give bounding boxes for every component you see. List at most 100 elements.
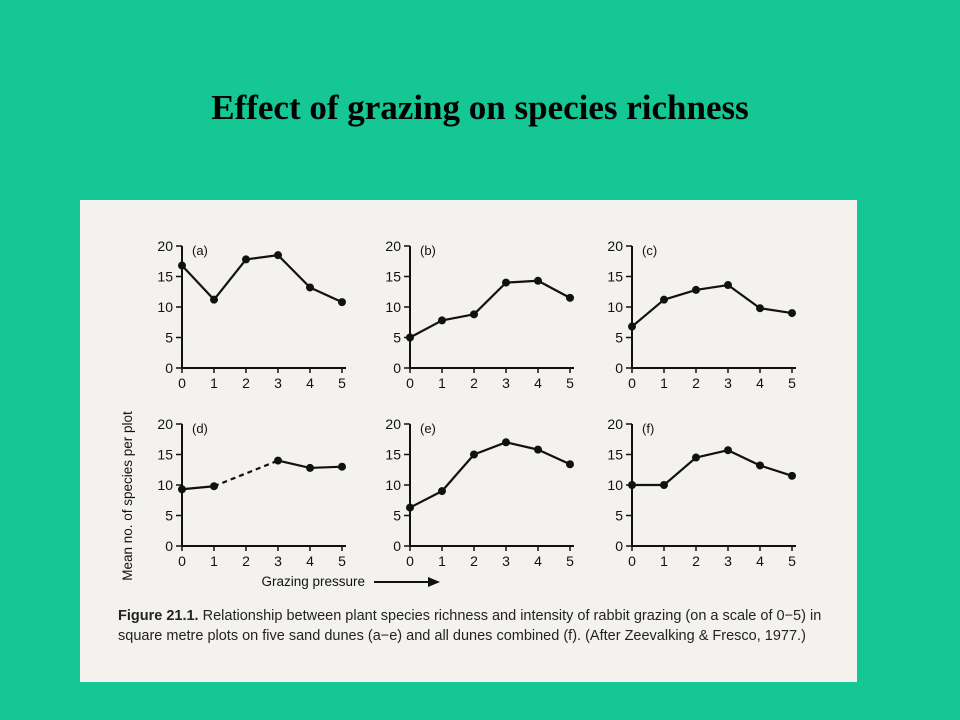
data-point xyxy=(210,482,218,491)
y-tick-label: 5 xyxy=(393,508,401,524)
data-point xyxy=(788,309,796,318)
series-line-segment xyxy=(213,258,247,301)
data-point xyxy=(566,460,574,469)
series-line-segment xyxy=(277,254,311,289)
x-tick-label: 1 xyxy=(438,553,446,569)
data-point xyxy=(628,481,636,489)
data-point xyxy=(534,445,542,454)
x-tick-label: 4 xyxy=(756,375,764,391)
data-point xyxy=(566,293,574,302)
x-tick-label: 0 xyxy=(178,553,186,569)
series-line-segment xyxy=(759,307,793,315)
data-point xyxy=(692,453,700,462)
x-tick-label: 5 xyxy=(788,553,796,569)
data-point xyxy=(660,481,668,489)
panel-label: (a) xyxy=(192,243,208,258)
series-line-segment xyxy=(409,490,443,509)
x-tick-label: 2 xyxy=(470,553,478,569)
data-point xyxy=(502,438,510,447)
data-point xyxy=(756,461,764,470)
y-tick-label: 0 xyxy=(393,538,401,554)
data-point xyxy=(274,251,282,260)
x-tick-label: 2 xyxy=(242,553,250,569)
series-line-segment xyxy=(181,264,215,301)
series-line-segment xyxy=(727,449,761,467)
y-tick-label: 15 xyxy=(385,447,401,463)
x-tick-label: 1 xyxy=(438,375,446,391)
y-tick-label: 20 xyxy=(607,416,623,432)
data-point xyxy=(306,283,314,292)
y-tick-label: 0 xyxy=(615,538,623,554)
y-tick-label: 20 xyxy=(157,416,173,432)
panel-1: 0 5 10 15 20 0 1 2 3 4 5 (a) xyxy=(157,238,346,391)
panel-5: 0 5 10 15 20 0 1 2 3 4 5 (e) xyxy=(385,416,574,569)
panel-label: (b) xyxy=(420,243,436,258)
x-tick-label: 2 xyxy=(692,553,700,569)
data-point xyxy=(306,463,314,472)
y-tick-label: 15 xyxy=(385,269,401,285)
series-line-segment xyxy=(759,464,793,477)
y-tick-label: 10 xyxy=(157,477,173,493)
panel-label: (e) xyxy=(420,421,436,436)
x-tick-label: 5 xyxy=(566,375,574,391)
data-point xyxy=(242,255,250,264)
x-tick-label: 2 xyxy=(242,375,250,391)
series-line-segment xyxy=(309,286,343,304)
y-tick-label: 20 xyxy=(607,238,623,254)
y-tick-label: 5 xyxy=(165,508,173,524)
panel-6: 0 5 10 15 20 0 1 2 3 4 5 (f) xyxy=(607,416,796,569)
series-line-segment xyxy=(663,288,697,301)
y-tick-label: 20 xyxy=(385,238,401,254)
series-line-segment xyxy=(441,453,475,492)
panel-label: (c) xyxy=(642,243,657,258)
panel-2: 0 5 10 15 20 0 1 2 3 4 5 (b) xyxy=(385,238,574,391)
y-tick-label: 0 xyxy=(165,538,173,554)
y-tick-label: 5 xyxy=(615,508,623,524)
y-tick-label: 10 xyxy=(607,299,623,315)
y-tick-label: 10 xyxy=(607,477,623,493)
series-line-segment xyxy=(631,298,665,328)
y-tick-label: 20 xyxy=(385,416,401,432)
x-tick-label: 5 xyxy=(788,375,796,391)
x-tick-label: 2 xyxy=(692,375,700,391)
x-tick-label: 3 xyxy=(274,553,282,569)
y-tick-label: 0 xyxy=(165,360,173,376)
series-line-segment xyxy=(245,254,279,261)
data-point xyxy=(628,322,636,331)
y-tick-label: 15 xyxy=(607,447,623,463)
y-tick-label: 15 xyxy=(157,269,173,285)
data-point xyxy=(274,456,282,465)
series-line-segment xyxy=(473,281,507,316)
y-tick-label: 15 xyxy=(607,269,623,285)
data-point xyxy=(438,487,446,496)
series-line-segment xyxy=(727,284,761,310)
x-tick-label: 4 xyxy=(756,553,764,569)
x-tick-label: 5 xyxy=(338,375,346,391)
series-line-segment xyxy=(213,459,279,488)
y-tick-label: 20 xyxy=(157,238,173,254)
x-tick-label: 4 xyxy=(534,375,542,391)
panel-3: 0 5 10 15 20 0 1 2 3 4 5 (c) xyxy=(607,238,796,391)
x-tick-label: 5 xyxy=(338,553,346,569)
data-point xyxy=(756,304,764,313)
series-line-segment xyxy=(695,283,729,292)
x-tick-label: 4 xyxy=(534,553,542,569)
x-tick-label: 4 xyxy=(306,553,314,569)
x-tick-label: 1 xyxy=(660,375,668,391)
x-tick-label: 1 xyxy=(210,375,218,391)
y-tick-label: 5 xyxy=(165,330,173,346)
y-tick-label: 10 xyxy=(385,299,401,315)
x-tick-label: 3 xyxy=(502,553,510,569)
x-tick-label: 0 xyxy=(178,375,186,391)
series-line-segment xyxy=(277,459,311,469)
series-line-segment xyxy=(537,279,571,299)
data-point xyxy=(210,295,218,304)
x-tick-label: 3 xyxy=(724,375,732,391)
x-tick-label: 0 xyxy=(628,553,636,569)
y-tick-label: 5 xyxy=(393,330,401,346)
data-point xyxy=(438,316,446,325)
x-tick-label: 2 xyxy=(470,375,478,391)
series-line-segment xyxy=(181,485,215,491)
data-point xyxy=(724,281,732,290)
